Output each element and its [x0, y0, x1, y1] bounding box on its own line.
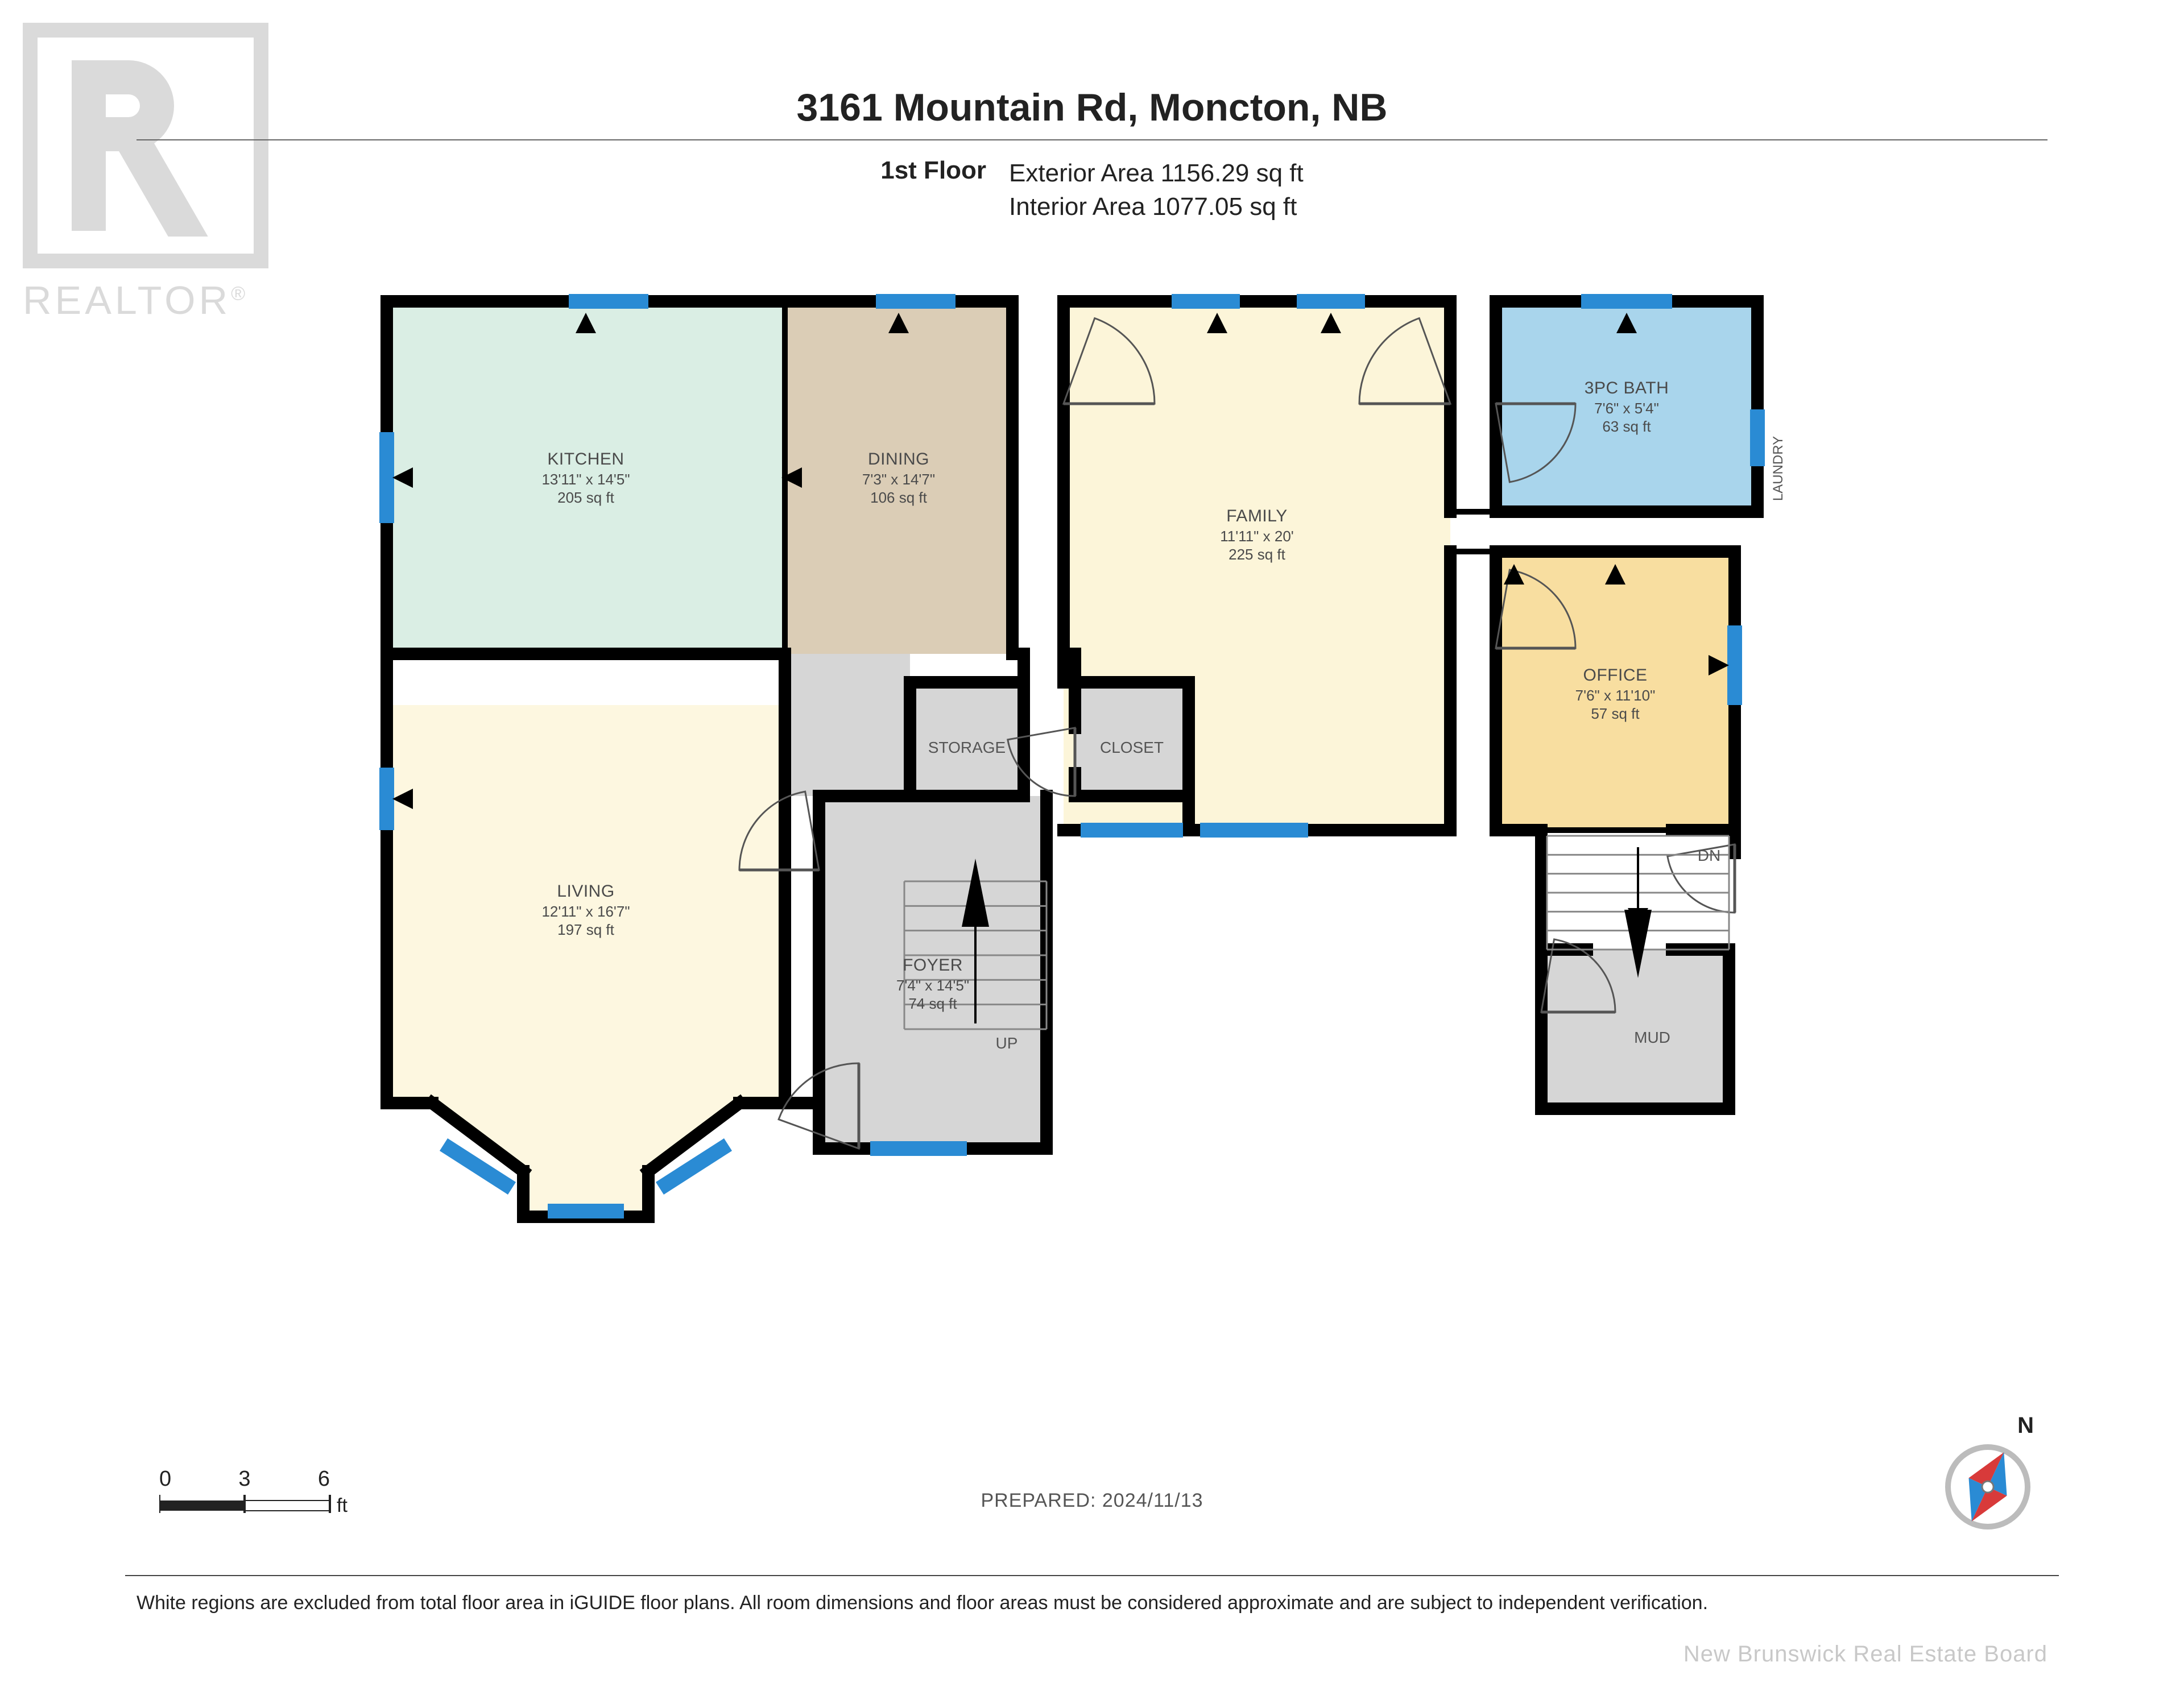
room-label-family: FAMILY11'11" x 20'225 sq ft [1220, 505, 1294, 564]
room-label-dining: DINING7'3" x 14'7"106 sq ft [862, 449, 935, 507]
compass-north-label: N [2017, 1413, 2034, 1439]
room-name: OFFICE [1575, 665, 1656, 686]
room-area: 106 sq ft [862, 488, 935, 507]
room-label-mud: MUD [1634, 1029, 1670, 1047]
room-name: DINING [862, 449, 935, 470]
room-dim: 11'11" x 20' [1220, 527, 1294, 545]
room-dim: 13'11" x 14'5" [541, 470, 630, 488]
room-area: 63 sq ft [1585, 417, 1669, 436]
stair-label-up: UP [996, 1034, 1018, 1052]
room-dim: 7'6" x 5'4" [1585, 399, 1669, 417]
realtor-text: REALTOR® [23, 277, 341, 323]
room-label-storage: STORAGE [928, 739, 1006, 757]
room-area: 205 sq ft [541, 488, 630, 507]
room-name: LIVING [541, 881, 630, 902]
room-area: 57 sq ft [1575, 704, 1656, 723]
room-label-foyer: FOYER7'4" x 14'5"74 sq ft [896, 955, 969, 1013]
room-name: FOYER [896, 955, 969, 976]
room-area: 74 sq ft [896, 994, 969, 1013]
property-address-title: 3161 Mountain Rd, Moncton, NB [797, 85, 1388, 130]
title-divider [136, 139, 2048, 140]
room-label-bath: 3PC BATH7'6" x 5'4"63 sq ft [1585, 378, 1669, 436]
compass-icon: N [1939, 1439, 2036, 1535]
scale-6: 6 [318, 1467, 330, 1491]
disclaimer-divider [125, 1575, 2059, 1576]
floor-plan-svg [364, 284, 1900, 1251]
room-name: FAMILY [1220, 505, 1294, 527]
room-label-closet: CLOSET [1100, 739, 1164, 757]
floor-areas: Exterior Area 1156.29 sq ft Interior Are… [1009, 156, 1304, 224]
scale-bar-svg: ft [159, 1495, 353, 1518]
room-label-kitchen: KITCHEN13'11" x 14'5"205 sq ft [541, 449, 630, 507]
interior-area: Interior Area 1077.05 sq ft [1009, 190, 1304, 223]
floor-plan-canvas: KITCHEN13'11" x 14'5"205 sq ft DINING7'3"… [364, 284, 1900, 1251]
board-credit: New Brunswick Real Estate Board [1684, 1642, 2048, 1667]
scale-0: 0 [159, 1467, 171, 1491]
room-area: 197 sq ft [541, 921, 630, 939]
realtor-r-letter [72, 60, 185, 231]
prepared-date: PREPARED: 2024/11/13 [981, 1490, 1203, 1512]
floor-label: 1st Floor [880, 156, 986, 224]
exterior-area: Exterior Area 1156.29 sq ft [1009, 156, 1304, 190]
room-dim: 7'6" x 11'10" [1575, 686, 1656, 704]
room-dim: 7'3" x 14'7" [862, 470, 935, 488]
room-area: 225 sq ft [1220, 545, 1294, 564]
scale-3: 3 [238, 1467, 250, 1491]
scale-unit: ft [337, 1495, 348, 1516]
room-dim: 12'11" x 16'7" [541, 902, 630, 921]
room-label-office: OFFICE7'6" x 11'10"57 sq ft [1575, 665, 1656, 723]
realtor-watermark: REALTOR® [23, 23, 341, 318]
floor-info: 1st Floor Exterior Area 1156.29 sq ft In… [880, 156, 1304, 224]
realtor-r-box [23, 23, 268, 268]
room-label-living: LIVING12'11" x 16'7"197 sq ft [541, 881, 630, 939]
room-name: 3PC BATH [1585, 378, 1669, 399]
room-name: KITCHEN [541, 449, 630, 470]
stair-label-dn: DN [1698, 847, 1720, 865]
scale-bar: 0 3 6 ft [159, 1467, 353, 1518]
room-dim: 7'4" x 14'5" [896, 976, 969, 994]
laundry-label: LAUNDRY [1771, 436, 1786, 501]
disclaimer-text: White regions are excluded from total fl… [136, 1592, 2048, 1614]
floor-plan-page: REALTOR® 3161 Mountain Rd, Moncton, NB 1… [0, 0, 2184, 1687]
